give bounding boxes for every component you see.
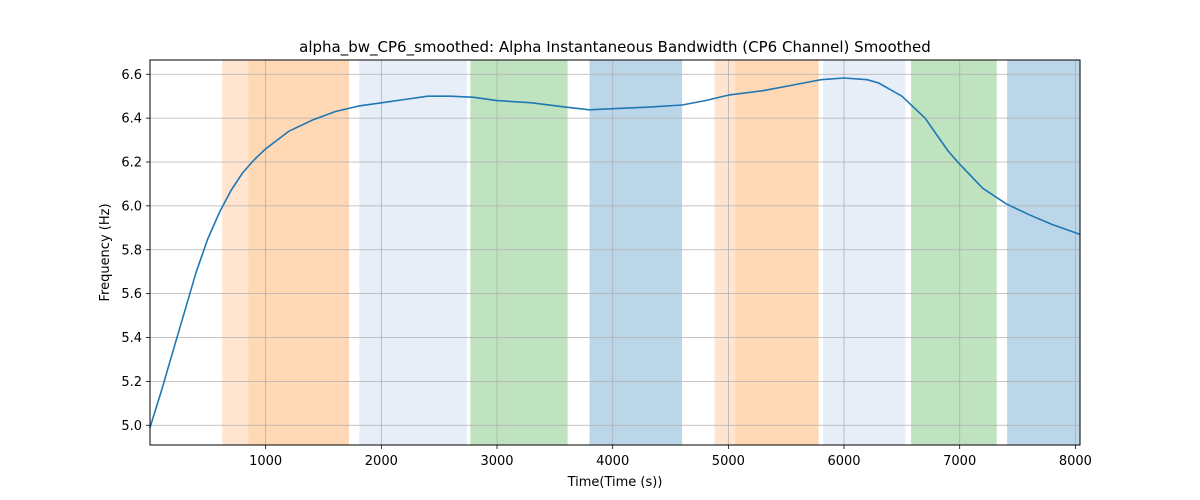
- y-tick-label-2: 5.4: [121, 331, 142, 346]
- y-tick-label-5: 6.0: [121, 199, 142, 214]
- y-tick-label-3: 5.6: [121, 287, 142, 302]
- band-5: [714, 60, 736, 445]
- x-tick-label-4: 5000: [712, 454, 745, 469]
- y-tick-label-7: 6.4: [121, 112, 142, 127]
- band-2: [359, 60, 467, 445]
- band-1: [248, 60, 349, 445]
- x-axis: 1000 2000 3000 4000 5000 6000 7000 8000: [249, 445, 1092, 469]
- plot-frame: [149, 59, 1081, 446]
- grid-layer: [150, 60, 1080, 445]
- x-tick-label-6: 7000: [943, 454, 976, 469]
- x-tick-label-7: 8000: [1059, 454, 1092, 469]
- band-4: [589, 60, 683, 445]
- chart-title: alpha_bw_CP6_smoothed: Alpha Instantaneo…: [299, 38, 931, 57]
- x-tick-label-2: 3000: [480, 454, 513, 469]
- x-tick-label-5: 6000: [827, 454, 860, 469]
- y-tick-label-1: 5.2: [121, 375, 142, 390]
- series-layer: [149, 77, 1081, 429]
- y-tick-label-8: 6.6: [121, 68, 142, 83]
- band-6: [735, 60, 819, 445]
- band-3: [470, 60, 568, 445]
- y-tick-label-0: 5.0: [121, 419, 142, 434]
- y-axis: 5.0 5.2 5.4 5.6 5.8 6.0 6.2 6.4 6.6: [121, 68, 150, 434]
- band-7: [823, 60, 906, 445]
- y-tick-label-6: 6.2: [121, 156, 142, 171]
- band-layer: [222, 60, 1080, 445]
- x-tick-label-1: 2000: [365, 454, 398, 469]
- series-line-0: [149, 77, 1081, 429]
- y-tick-label-4: 5.8: [121, 243, 142, 258]
- x-tick-label-0: 1000: [249, 454, 282, 469]
- band-9: [1007, 60, 1080, 445]
- band-0: [222, 60, 249, 445]
- band-8: [911, 60, 997, 445]
- x-tick-label-3: 4000: [596, 454, 629, 469]
- y-axis-label: Frequency (Hz): [98, 203, 113, 301]
- x-axis-label: Time(Time (s)): [567, 475, 663, 490]
